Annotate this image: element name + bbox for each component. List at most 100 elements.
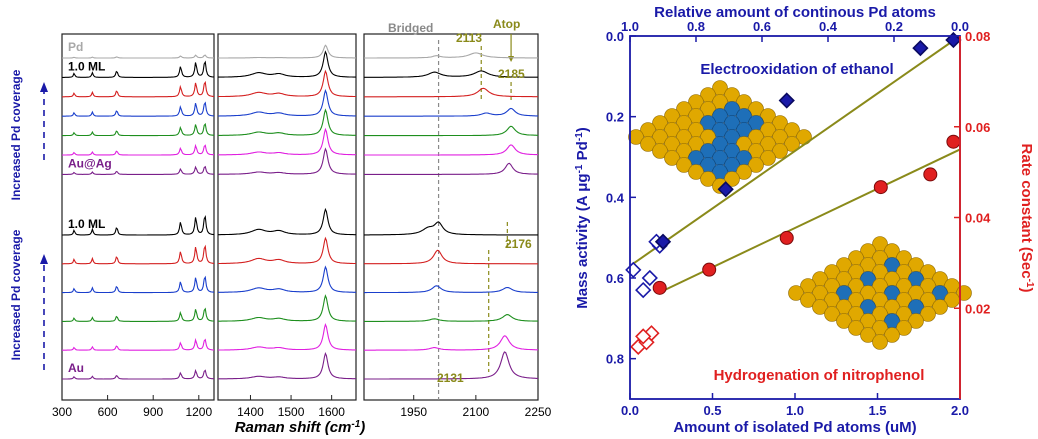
spectrum-series-2-panel-3 (364, 87, 538, 98)
spectrum-series-5-panel-2 (218, 127, 356, 156)
spectrum-series-8-panel-3 (364, 249, 538, 265)
annotation-bridged: Bridged (388, 21, 433, 35)
raman-spectra (62, 44, 539, 380)
raman-x-tick-label: 300 (52, 405, 72, 419)
arrow-head-lower (40, 254, 48, 264)
au-atom (760, 150, 776, 166)
spectrum-series-3-panel-2 (218, 88, 356, 117)
au-atom (920, 306, 936, 322)
left-axis-title-close: ) (574, 127, 591, 132)
spectrum-series-7-panel-3 (364, 221, 538, 236)
spectrum-series-11-panel-3 (364, 335, 538, 351)
top-x-tick-label: 0.0 (951, 19, 969, 34)
au-atom (788, 285, 804, 301)
au-atom (772, 143, 788, 159)
right-y-tick-label: 0.02 (965, 301, 990, 316)
raman-x-axis-label-close: ) (358, 419, 365, 436)
right-y-tick-label: 0.08 (965, 29, 990, 44)
raman-x-tick-label: 600 (98, 405, 118, 419)
au-atom (896, 320, 912, 336)
right-axis-title-close: ) (1018, 287, 1035, 292)
raman-x-axis-label-sup: -1 (351, 419, 360, 430)
raman-ticks: 300 600 900 1200 1400 1500 1600 1950 2100 2250 (52, 395, 552, 419)
spectrum-series-10-panel-2 (218, 294, 356, 322)
annotation-hydrogenation: Hydrogenation of nitrophenol (714, 367, 925, 384)
spectrum-series-label: 1.0 ML (68, 217, 105, 231)
raman-x-tick-label: 1400 (237, 405, 264, 419)
spectrum-series-11-panel-2 (218, 322, 356, 351)
right-y-tick-label: 0.04 (965, 211, 991, 226)
spectrum-series-3-panel-1 (62, 101, 215, 117)
spectrum-series-7-panel-2 (218, 207, 356, 236)
spectrum-series-6-panel-3 (364, 162, 538, 175)
au-atom (688, 164, 704, 180)
annotation-electrooxidation: Electrooxidation of ethanol (700, 61, 893, 78)
raman-x-tick-label: 1950 (400, 405, 427, 419)
spectrum-series-label: Au (68, 361, 84, 375)
spectrum-series-0-panel-2 (218, 44, 356, 59)
rate-constant-point (873, 180, 888, 195)
mass-activity-point (717, 181, 734, 198)
increased-pd-coverage-upper: Increased Pd coverage (9, 69, 48, 200)
au-atom (664, 150, 680, 166)
spectrum-series-6-panel-2 (218, 147, 356, 175)
spectrum-series-2-panel-2 (218, 69, 356, 98)
spectrum-series-label: Pd (68, 40, 83, 54)
raman-x-tick-label: 2250 (525, 405, 552, 419)
left-axis-title-sup-2: -1 (574, 132, 585, 141)
fit-line-mass-activity (629, 35, 961, 267)
spectrum-series-6-panel-1 (62, 165, 214, 175)
side-label-upper: Increased Pd coverage (9, 69, 23, 200)
spectrum-series-10-panel-3 (364, 314, 539, 322)
spectrum-series-0-panel-1 (62, 54, 214, 59)
top-x-tick-label: 0.6 (753, 19, 771, 34)
spectrum-series-11-panel-1 (62, 337, 214, 351)
spectrum-series-7-panel-1 (62, 214, 215, 236)
top-x-tick-label: 0.2 (885, 19, 903, 34)
left-y-tick-label: 0.6 (606, 271, 624, 286)
au-atom (908, 313, 924, 329)
top-x-tick-label: 1.0 (621, 19, 639, 34)
left-axis-title: Mass activity (A μg-1 Pd-1) (574, 127, 592, 309)
bottom-x-tick-label: 1.0 (786, 403, 804, 418)
bottom-x-tick-label: 0.5 (703, 403, 721, 418)
mass-activity-point (654, 233, 672, 250)
raman-panel-2-frame (217, 33, 357, 401)
right-axis-title-sup: -1 (1025, 279, 1036, 288)
spectrum-series-8-panel-1 (62, 244, 215, 265)
spectrum-series-12-panel-1 (62, 368, 215, 380)
spectrum-series-4-panel-1 (62, 122, 215, 137)
bottom-x-tick-label: 2.0 (951, 403, 969, 418)
annotation-2176: 2176 (505, 237, 532, 251)
left-y-tick-label: 0.0 (606, 29, 624, 44)
raman-panel-1-frame (61, 33, 215, 401)
top-x-tick-label: 0.4 (819, 19, 838, 34)
raman-x-axis-label-main: Raman shift (cm (235, 419, 352, 436)
spectrum-series-1-panel-2 (218, 50, 356, 78)
raman-panel-3-frame (363, 33, 539, 401)
rate-constant-point (652, 280, 667, 295)
right-axis-title-main: Rate constant (Sec (1018, 144, 1035, 279)
raman-series-labels: Pd 1.0 ML Au@Ag 1.0 ML Au (68, 40, 112, 375)
spectrum-series-3-panel-3 (364, 107, 538, 117)
left-y-tick-label: 0.2 (606, 110, 624, 125)
rate-constant-point (923, 167, 938, 182)
au-atom (800, 292, 816, 308)
au-atom (848, 320, 864, 336)
raman-x-tick-label: 1600 (318, 405, 345, 419)
raman-x-tick-label: 2100 (463, 405, 490, 419)
top-x-tick-label: 0.8 (687, 19, 705, 34)
raman-spectra-chart: 300 600 900 1200 1400 1500 1600 1950 2100 2250 Pd… (9, 17, 552, 436)
spectrum-series-9-panel-3 (364, 285, 538, 294)
au-atom (824, 306, 840, 322)
annotation-2131: 2131 (437, 371, 464, 385)
left-axis-title-main: Mass activity (A μg (574, 173, 591, 308)
spectrum-series-label: 1.0 ML (68, 59, 105, 73)
rate-constant-point-open (635, 328, 652, 345)
spectrum-series-5-panel-3 (364, 144, 539, 156)
au-atom (748, 157, 764, 173)
arrow-head-upper (40, 82, 48, 92)
spectrum-series-4-panel-2 (218, 108, 356, 136)
